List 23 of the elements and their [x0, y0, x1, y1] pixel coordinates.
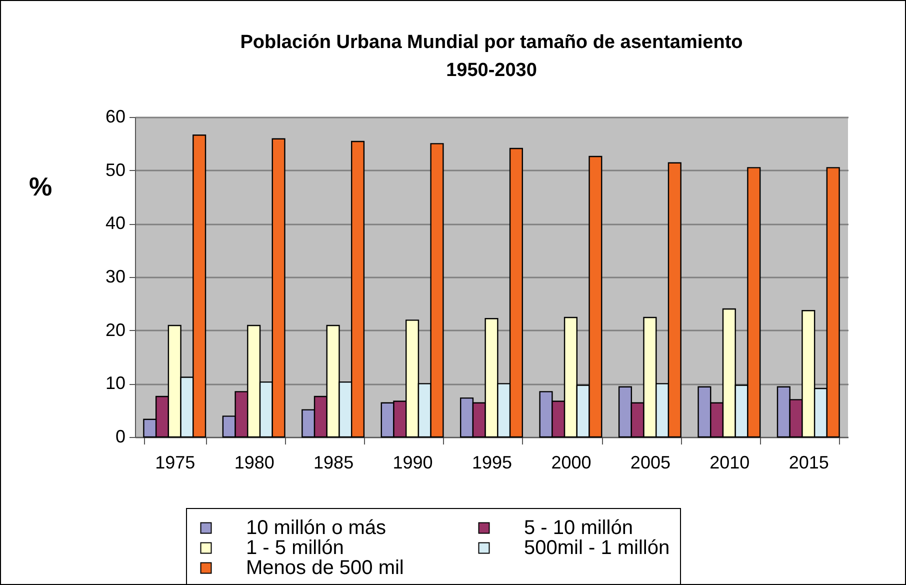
x-tick-label: 2010	[710, 452, 750, 472]
chart-title: Población Urbana Mundial por tamaño de asentamiento 1950-2030	[240, 32, 743, 81]
y-axis-title: %	[28, 172, 52, 202]
x-tick-label: 1985	[314, 452, 354, 472]
legend-label: 1 - 5 millón	[246, 537, 344, 559]
legend-label: 500mil - 1 millón	[524, 537, 670, 559]
y-tick-label: 10	[105, 373, 126, 394]
x-tick-label: 1975	[155, 452, 196, 472]
x-tick-label: 2015	[788, 452, 829, 472]
x-tick-label: 1980	[234, 452, 274, 472]
x-tick-label: 1995	[472, 452, 512, 472]
legend-label: 5 - 10 millón	[524, 517, 633, 539]
y-tick-label: 40	[105, 213, 126, 234]
x-tick-label: 2005	[630, 452, 670, 472]
y-tick-label: 50	[105, 160, 126, 180]
y-tick-label: 60	[105, 106, 126, 126]
y-tick-label: 30	[105, 266, 126, 286]
x-tick-label: 2000	[551, 452, 592, 472]
x-tick-label: 1990	[392, 452, 433, 472]
y-tick-label: 20	[105, 320, 126, 340]
legend-label: Menos de 500 mil	[246, 557, 404, 579]
y-tick-label: 0	[115, 426, 126, 446]
legend-label: 10 millón o más	[246, 517, 386, 539]
